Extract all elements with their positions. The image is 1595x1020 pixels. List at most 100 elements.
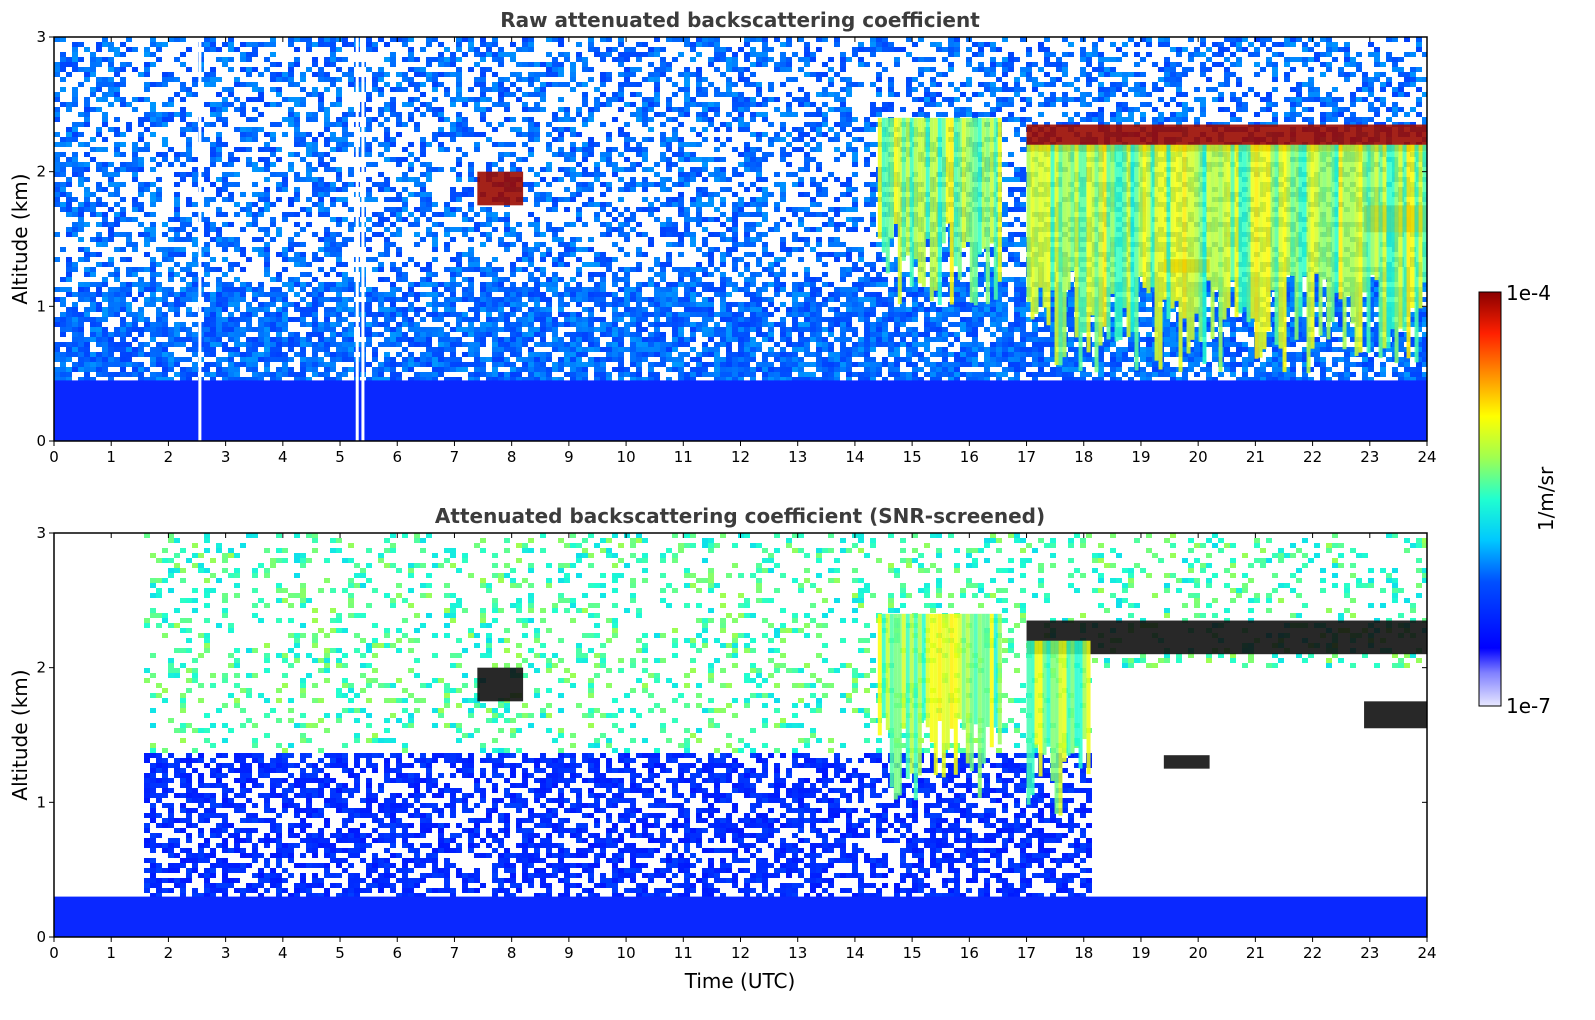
heatmap-cell xyxy=(138,162,144,167)
heatmap-cell xyxy=(480,357,486,362)
heatmap-cell xyxy=(174,272,180,277)
heatmap-cell xyxy=(474,212,480,217)
heatmap-cell xyxy=(468,187,474,192)
heatmap-cell xyxy=(666,312,672,317)
heatmap-cell xyxy=(252,132,258,137)
heatmap-cell xyxy=(540,372,546,377)
heatmap-cell xyxy=(534,277,540,282)
heatmap-cell xyxy=(84,312,90,317)
heatmap-cell xyxy=(66,57,72,62)
heatmap-cell xyxy=(378,322,384,327)
heatmap-cell xyxy=(648,332,654,337)
heatmap-cell xyxy=(456,77,462,82)
heatmap-cell xyxy=(222,212,228,217)
heatmap-cell xyxy=(90,307,96,312)
heatmap-cell xyxy=(630,177,636,182)
heatmap-cell xyxy=(576,297,582,302)
heatmap-cell xyxy=(312,307,318,312)
heatmap-cell xyxy=(468,362,474,367)
heatmap-cell xyxy=(264,362,270,367)
heatmap-cell xyxy=(378,152,384,157)
heatmap-cell xyxy=(282,212,288,217)
heatmap-cell xyxy=(546,207,552,212)
heatmap-cell xyxy=(276,157,282,162)
heatmap-cell xyxy=(216,297,222,302)
heatmap-cell xyxy=(78,172,84,177)
heatmap-cell xyxy=(114,212,120,217)
heatmap-cell xyxy=(534,377,540,382)
heatmap-cell xyxy=(480,97,486,102)
heatmap-cell xyxy=(552,62,558,67)
heatmap-cell xyxy=(336,262,342,267)
heatmap-cell xyxy=(414,322,420,327)
heatmap-cell xyxy=(228,357,234,362)
heatmap-cell xyxy=(390,342,396,347)
heatmap-cell xyxy=(108,222,114,227)
heatmap-cell xyxy=(324,342,330,347)
heatmap-cell xyxy=(336,147,342,152)
heatmap-cell xyxy=(264,177,270,182)
heatmap-cell xyxy=(606,157,612,162)
heatmap-cell xyxy=(618,227,624,232)
heatmap-cell xyxy=(540,362,546,367)
heatmap-cell xyxy=(666,202,672,207)
heatmap-cell xyxy=(558,132,564,137)
heatmap-cell xyxy=(60,37,66,42)
heatmap-cell xyxy=(120,332,126,337)
heatmap-cell xyxy=(606,372,612,377)
heatmap-cell xyxy=(216,237,222,242)
heatmap-cell xyxy=(576,187,582,192)
heatmap-cell xyxy=(336,287,342,292)
heatmap-cell xyxy=(390,142,396,147)
heatmap-cell xyxy=(300,347,306,352)
heatmap-cell xyxy=(162,317,168,322)
heatmap-cell xyxy=(54,72,60,77)
heatmap-cell xyxy=(120,77,126,82)
heatmap-cell xyxy=(432,272,438,277)
heatmap-cell xyxy=(384,337,390,342)
heatmap-cell xyxy=(300,72,306,77)
heatmap-cell xyxy=(630,342,636,347)
heatmap-cell xyxy=(264,307,270,312)
heatmap-cell xyxy=(108,302,114,307)
heatmap-cell xyxy=(600,152,606,157)
heatmap-cell xyxy=(318,37,324,42)
heatmap-cell xyxy=(210,82,216,87)
heatmap-cell xyxy=(546,327,552,332)
heatmap-cell xyxy=(666,157,672,162)
heatmap-cell xyxy=(102,237,108,242)
heatmap-cell xyxy=(492,367,498,372)
heatmap-cell xyxy=(534,232,540,237)
heatmap-cell xyxy=(312,117,318,122)
heatmap-cell xyxy=(240,82,246,87)
heatmap-cell xyxy=(522,257,528,262)
heatmap-cell xyxy=(294,97,300,102)
heatmap-cell xyxy=(120,217,126,222)
heatmap-cell xyxy=(294,112,300,117)
heatmap-cell xyxy=(444,92,450,97)
heatmap-cell xyxy=(498,362,504,367)
heatmap-cell xyxy=(108,357,114,362)
heatmap-cell xyxy=(108,307,114,312)
heatmap-cell xyxy=(300,102,306,107)
heatmap-cell xyxy=(222,162,228,167)
heatmap-cell xyxy=(324,122,330,127)
heatmap-cell xyxy=(294,192,300,197)
heatmap-cell xyxy=(576,132,582,137)
heatmap-cell xyxy=(462,127,468,132)
heatmap-cell xyxy=(84,177,90,182)
heatmap-cell xyxy=(78,257,84,262)
heatmap-cell xyxy=(60,342,66,347)
heatmap-cell xyxy=(132,162,138,167)
heatmap-cell xyxy=(618,277,624,282)
heatmap-cell xyxy=(300,322,306,327)
heatmap-cell xyxy=(330,362,336,367)
heatmap-cell xyxy=(72,132,78,137)
heatmap-cell xyxy=(234,327,240,332)
heatmap-cell xyxy=(444,117,450,122)
heatmap-cell xyxy=(528,77,534,82)
heatmap-cell xyxy=(114,287,120,292)
heatmap-cell xyxy=(342,337,348,342)
heatmap-cell xyxy=(276,342,282,347)
heatmap-cell xyxy=(300,227,306,232)
